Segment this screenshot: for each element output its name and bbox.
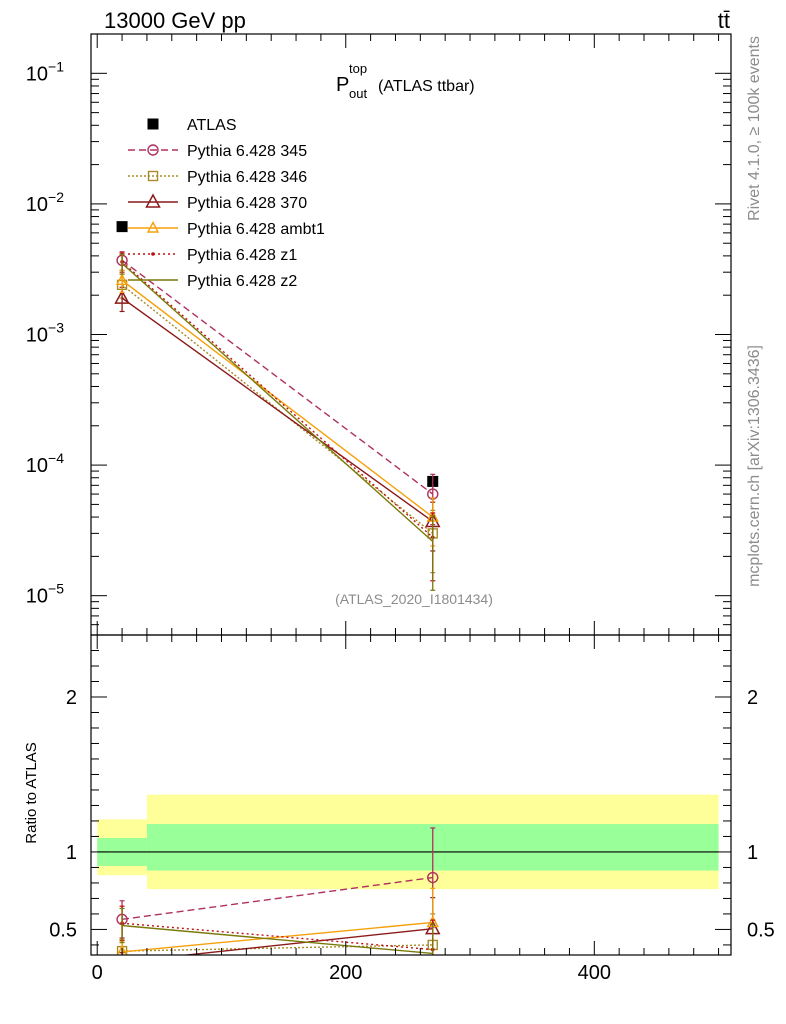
legend-marker-z1 [151, 252, 155, 256]
rivet-label: Rivet 4.1.0, ≥ 100k events [746, 36, 763, 221]
point-data [116, 221, 128, 233]
legend-marker-data [147, 118, 159, 130]
point-ambt1 [115, 273, 129, 286]
title-sub: out [349, 86, 367, 101]
ratio-point-p345 [427, 871, 439, 884]
x-tick-label: 0 [92, 962, 103, 984]
legend-label-p370: Pythia 6.428 370 [187, 195, 307, 212]
main-y-axis: 10−5 10−4 10−3 10−2 10−1 [26, 33, 731, 635]
ratio-line-p370 [180, 927, 433, 955]
header-right: tt̄ [718, 8, 730, 33]
legend-label-z2: Pythia 6.428 z2 [187, 273, 297, 290]
legend-label-data: ATLAS [187, 117, 237, 134]
ratio-bands [97, 794, 719, 890]
series-z2 [119, 253, 436, 591]
ratio-y-tick-label: 0.5 [49, 919, 77, 941]
legend-label-p345: Pythia 6.428 345 [187, 143, 307, 160]
title-main: P [336, 74, 349, 96]
ratio-y-tick-label: 1 [66, 842, 77, 864]
series-p370 [114, 286, 441, 552]
plot-title: P top out (ATLAS ttbar) [336, 61, 475, 101]
ratio-y-tick-label: 2 [66, 687, 77, 709]
legend-label-z1: Pythia 6.428 z1 [187, 247, 297, 264]
ratio-series [116, 827, 441, 955]
legend-marker-p370 [145, 193, 161, 208]
header-left: 13000 GeV pp [104, 8, 246, 33]
point-p370 [114, 289, 130, 304]
legend-label-p346: Pythia 6.428 346 [187, 169, 307, 186]
y-tick-label: 10−3 [26, 320, 64, 347]
legend-marker-ambt1 [146, 220, 160, 233]
ratio-line-z2 [122, 924, 433, 955]
ratio-line-p345 [121, 876, 433, 921]
legend-item-z2: Pythia 6.428 z2 [128, 273, 297, 290]
legend-item-data: ATLAS [147, 117, 237, 134]
ratio-series-p370 [119, 897, 441, 955]
ratio-y-label: Ratio to ATLAS [23, 742, 40, 843]
line-z1 [121, 261, 434, 538]
line-p370 [121, 297, 434, 523]
legend-marker-p345 [147, 144, 159, 156]
mcplots-label: mcplots.cern.ch [arXiv:1306.3436] [746, 345, 763, 587]
ratio-y-tick-label-right: 0.5 [747, 919, 775, 941]
ratio-axes: 0.5 0.5 1 1 2 2 0 200 400 [49, 635, 775, 984]
ratio-point-p370 [121, 953, 123, 955]
legend-item-z1: Pythia 6.428 z1 [128, 247, 297, 264]
line-z2 [121, 262, 434, 543]
line-p345 [121, 259, 434, 495]
ratio-series-z1 [119, 905, 436, 955]
legend-item-p370: Pythia 6.428 370 [128, 193, 307, 212]
y-tick-label: 10−2 [26, 189, 64, 216]
line-ambt1 [121, 279, 434, 518]
legend-marker-p346 [147, 170, 159, 182]
x-tick-label: 200 [329, 962, 362, 984]
y-tick-label: 10−4 [26, 450, 64, 477]
ratio-y-tick-label-right: 2 [747, 687, 758, 709]
legend-item-ambt1: Pythia 6.428 ambt1 [128, 220, 325, 238]
series-p346 [116, 273, 438, 574]
ratio-line-z1 [122, 922, 433, 951]
legend-item-p345: Pythia 6.428 345 [128, 143, 307, 160]
main-series [114, 221, 441, 591]
y-tick-label: 10−1 [26, 58, 64, 85]
series-ambt1 [115, 269, 439, 547]
analysis-watermark: (ATLAS_2020_I1801434) [335, 591, 493, 607]
title-sup: top [349, 61, 367, 76]
series-z1 [119, 252, 436, 582]
ratio-y-tick-label-right: 1 [747, 842, 758, 864]
y-tick-label: 10−5 [26, 581, 64, 608]
ratio-line-ambt1 [122, 921, 433, 953]
legend-item-p346: Pythia 6.428 346 [128, 169, 307, 186]
x-tick-label: 400 [578, 962, 611, 984]
ratio-frame [90, 634, 732, 956]
legend: ATLAS Pythia 6.428 345 Pythia 6.428 346 Pyt… [128, 117, 325, 290]
legend-label-ambt1: Pythia 6.428 ambt1 [187, 221, 325, 238]
title-rest: (ATLAS ttbar) [378, 78, 475, 95]
ratio-point-ambt1 [116, 944, 128, 955]
ratio-series-ambt1 [116, 887, 439, 955]
ratio-series-z2 [119, 907, 436, 955]
